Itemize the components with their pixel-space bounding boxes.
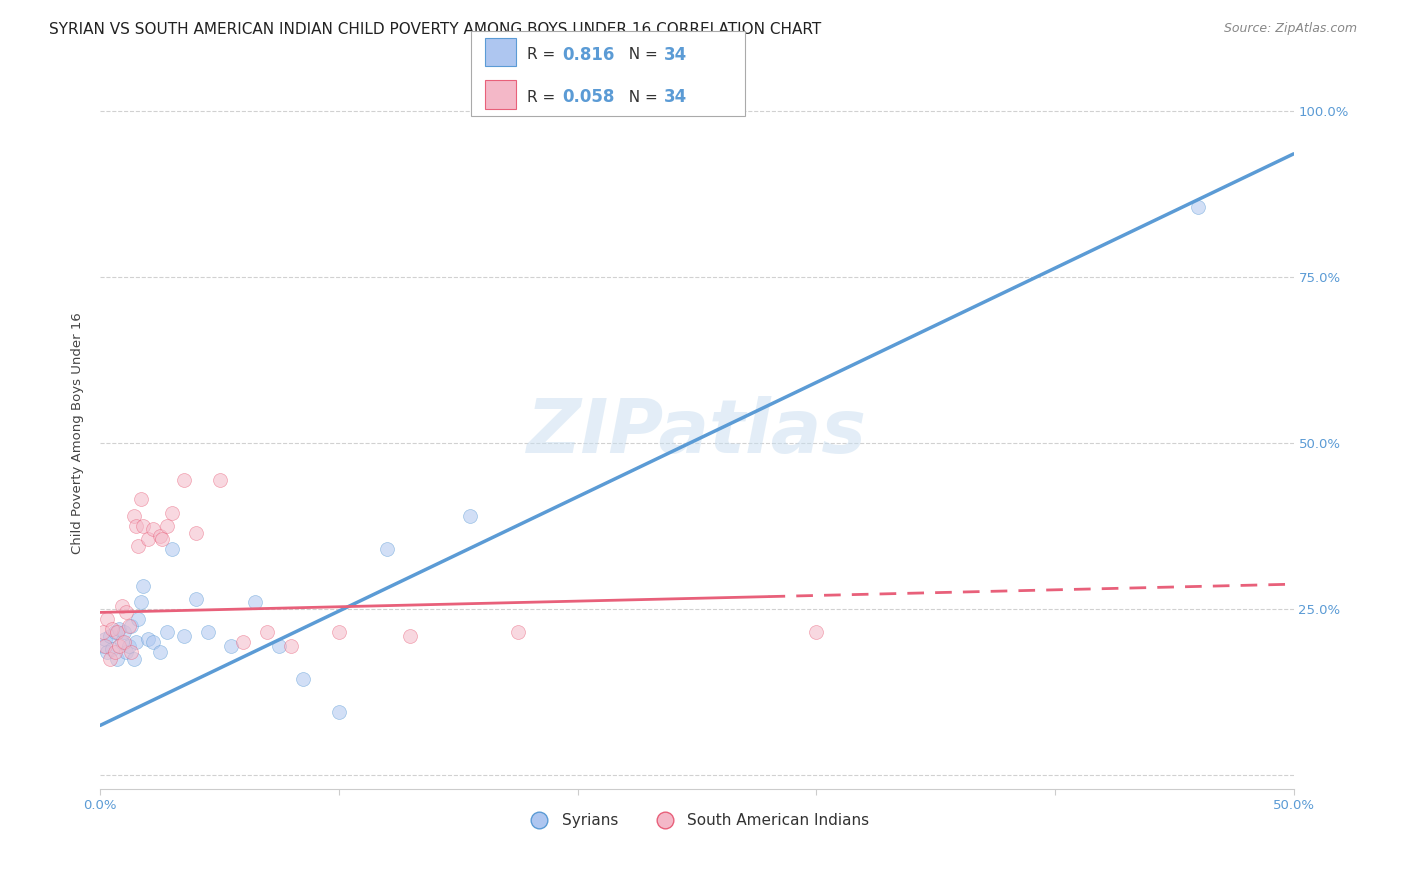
Point: [132, 519, 155, 533]
Point: [142, 522, 165, 536]
Text: SYRIAN VS SOUTH AMERICAN INDIAN CHILD POVERTY AMONG BOYS UNDER 16 CORRELATION CH: SYRIAN VS SOUTH AMERICAN INDIAN CHILD PO…: [49, 22, 821, 37]
Point: [111, 599, 134, 613]
Point: [125, 635, 148, 649]
Point: [108, 639, 131, 653]
Point: [105, 625, 128, 640]
Point: [156, 519, 179, 533]
Point: [506, 625, 529, 640]
Point: [129, 492, 152, 507]
Point: [111, 635, 134, 649]
Point: [184, 525, 207, 540]
Y-axis label: Child Poverty Among Boys Under 16: Child Poverty Among Boys Under 16: [72, 312, 84, 554]
Point: [112, 625, 135, 640]
Text: 0.816: 0.816: [562, 46, 614, 64]
Point: [91, 639, 114, 653]
Point: [1187, 200, 1209, 214]
Point: [149, 529, 172, 543]
Point: [103, 645, 125, 659]
Point: [101, 642, 124, 657]
Point: [150, 533, 173, 547]
Point: [94, 632, 117, 646]
Point: [115, 606, 138, 620]
Point: [98, 629, 121, 643]
Point: [129, 595, 152, 609]
Point: [269, 639, 291, 653]
Point: [399, 629, 422, 643]
Point: [96, 645, 118, 659]
Point: [118, 618, 141, 632]
Text: ZIPatlas: ZIPatlas: [527, 396, 868, 469]
Point: [91, 625, 114, 640]
Point: [127, 612, 149, 626]
Text: 34: 34: [664, 46, 688, 64]
Text: Source: ZipAtlas.com: Source: ZipAtlas.com: [1223, 22, 1357, 36]
Point: [221, 639, 243, 653]
Point: [98, 652, 121, 666]
Point: [136, 533, 159, 547]
Point: [328, 625, 350, 640]
Text: N =: N =: [619, 90, 662, 105]
Point: [173, 629, 195, 643]
Point: [280, 639, 302, 653]
Point: [328, 705, 350, 719]
Point: [101, 622, 124, 636]
Point: [160, 542, 183, 557]
Point: [122, 509, 145, 524]
Text: 0.058: 0.058: [562, 88, 614, 106]
Point: [122, 652, 145, 666]
Point: [125, 519, 148, 533]
Point: [806, 625, 828, 640]
Point: [136, 632, 159, 646]
Point: [132, 579, 155, 593]
Point: [103, 625, 125, 640]
Point: [105, 652, 128, 666]
Text: 34: 34: [664, 88, 688, 106]
Text: R =: R =: [527, 47, 561, 62]
Point: [108, 622, 131, 636]
Point: [156, 625, 179, 640]
Point: [245, 595, 267, 609]
Point: [112, 635, 135, 649]
Point: [208, 473, 231, 487]
Point: [375, 542, 398, 557]
Point: [160, 506, 183, 520]
Point: [173, 473, 195, 487]
Point: [184, 592, 207, 607]
Point: [142, 635, 165, 649]
Point: [256, 625, 278, 640]
Point: [94, 639, 117, 653]
Point: [120, 618, 142, 632]
Point: [292, 672, 315, 686]
Point: [118, 639, 141, 653]
Point: [127, 539, 149, 553]
Text: R =: R =: [527, 90, 561, 105]
Point: [232, 635, 254, 649]
Point: [197, 625, 219, 640]
Point: [115, 645, 138, 659]
Legend: Syrians, South American Indians: Syrians, South American Indians: [517, 807, 876, 834]
Point: [96, 612, 118, 626]
Point: [120, 645, 142, 659]
Point: [458, 509, 481, 524]
Text: N =: N =: [619, 47, 662, 62]
Point: [149, 645, 172, 659]
